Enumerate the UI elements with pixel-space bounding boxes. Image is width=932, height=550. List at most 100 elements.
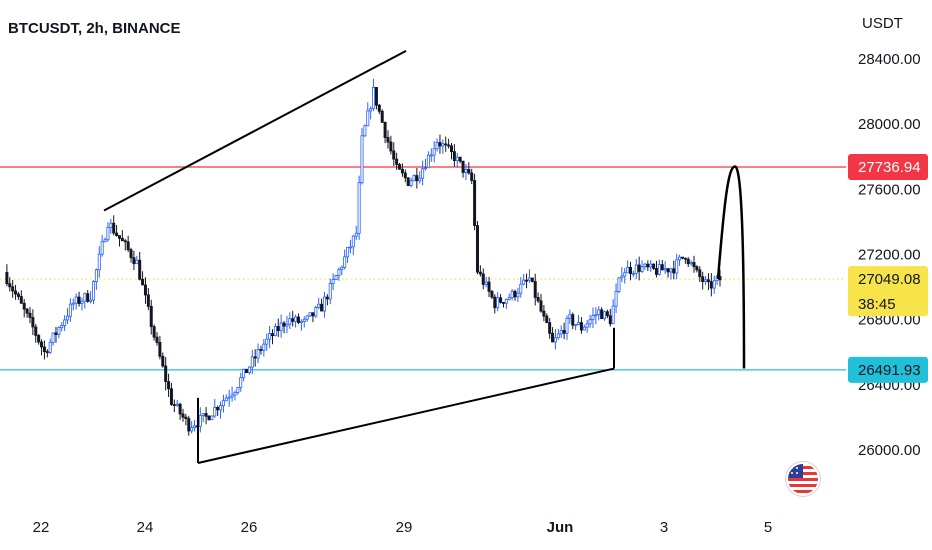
candle bbox=[346, 246, 350, 264]
x-tick-label: 24 bbox=[137, 519, 154, 536]
x-tick-label: Jun bbox=[547, 519, 574, 536]
candle-body bbox=[620, 275, 624, 279]
candle-body bbox=[28, 312, 32, 318]
candle bbox=[678, 254, 682, 266]
candle-body bbox=[357, 182, 361, 234]
candle-body bbox=[536, 297, 540, 302]
candle bbox=[585, 319, 589, 333]
candle-body bbox=[210, 415, 214, 421]
candle-body bbox=[484, 281, 488, 285]
us-flag-icon[interactable] bbox=[786, 462, 820, 496]
candle-body bbox=[256, 349, 260, 359]
candle-body bbox=[302, 318, 306, 322]
candle bbox=[204, 407, 208, 425]
candle-body bbox=[551, 332, 555, 343]
candle bbox=[31, 309, 35, 336]
candle-body bbox=[181, 413, 185, 418]
candle-body bbox=[421, 168, 425, 179]
candle bbox=[236, 386, 240, 395]
candle bbox=[51, 332, 55, 346]
candle bbox=[343, 249, 347, 270]
candle-body bbox=[106, 227, 110, 241]
candle bbox=[94, 268, 98, 290]
candle bbox=[253, 349, 257, 367]
candle-body bbox=[14, 290, 18, 295]
candle bbox=[579, 317, 583, 334]
candle bbox=[92, 280, 96, 305]
candle bbox=[337, 267, 341, 281]
candle bbox=[175, 399, 179, 407]
candle-body bbox=[146, 294, 150, 307]
candle bbox=[519, 277, 523, 298]
candle-body bbox=[418, 177, 422, 182]
candle bbox=[141, 271, 145, 286]
candle bbox=[623, 268, 627, 284]
candle bbox=[302, 316, 306, 328]
candle bbox=[106, 222, 110, 242]
candle bbox=[146, 288, 150, 311]
candle bbox=[527, 269, 531, 283]
candle bbox=[224, 394, 228, 402]
candle bbox=[161, 352, 165, 368]
candle-body bbox=[129, 249, 133, 259]
candle-body bbox=[447, 144, 451, 147]
candle bbox=[5, 264, 9, 287]
candle-body bbox=[507, 297, 511, 300]
candle-body bbox=[360, 135, 364, 184]
candle bbox=[449, 143, 453, 160]
candle bbox=[219, 401, 223, 419]
candle bbox=[510, 288, 514, 301]
candle bbox=[48, 338, 52, 355]
candle-body bbox=[242, 368, 246, 379]
candle bbox=[533, 273, 537, 306]
candle-body bbox=[678, 256, 682, 261]
candle-body bbox=[221, 400, 225, 407]
candle bbox=[245, 368, 249, 374]
candle bbox=[522, 274, 526, 286]
candle-body bbox=[548, 322, 552, 334]
candle-body bbox=[149, 305, 153, 328]
candle bbox=[86, 289, 90, 303]
candle bbox=[282, 320, 286, 334]
candle bbox=[242, 368, 246, 382]
candle-body bbox=[100, 241, 104, 255]
candle bbox=[19, 290, 23, 304]
candle bbox=[262, 339, 266, 357]
candle-body bbox=[141, 278, 145, 286]
candle-body bbox=[424, 167, 428, 170]
axis-currency-label: USDT bbox=[862, 15, 903, 32]
candle-body bbox=[308, 312, 312, 317]
candle bbox=[389, 135, 393, 155]
candle bbox=[545, 313, 549, 324]
candle bbox=[273, 323, 277, 337]
candle-body bbox=[16, 293, 20, 297]
candle-body bbox=[496, 297, 500, 309]
candle-body bbox=[637, 264, 641, 272]
candle bbox=[103, 237, 107, 243]
candle bbox=[369, 106, 373, 120]
candle bbox=[631, 270, 635, 278]
candle-body bbox=[135, 259, 139, 265]
candle bbox=[680, 256, 684, 260]
candle-body bbox=[8, 283, 12, 288]
candle-body bbox=[86, 293, 90, 302]
candle bbox=[334, 274, 338, 280]
candle-body bbox=[5, 272, 9, 285]
candle bbox=[490, 289, 494, 300]
candle bbox=[25, 307, 29, 318]
candle bbox=[620, 267, 624, 283]
candle bbox=[588, 314, 592, 328]
candle-body bbox=[519, 283, 523, 294]
candle-body bbox=[71, 302, 75, 305]
candle bbox=[669, 267, 673, 280]
candle-body bbox=[594, 314, 598, 317]
candle-body bbox=[63, 319, 67, 326]
candle bbox=[190, 421, 194, 434]
candle-body bbox=[588, 319, 592, 325]
candle-body bbox=[351, 235, 355, 248]
candle bbox=[305, 314, 309, 323]
candle-body bbox=[190, 427, 194, 432]
candle-body bbox=[377, 104, 381, 112]
candles-layer bbox=[5, 78, 722, 436]
